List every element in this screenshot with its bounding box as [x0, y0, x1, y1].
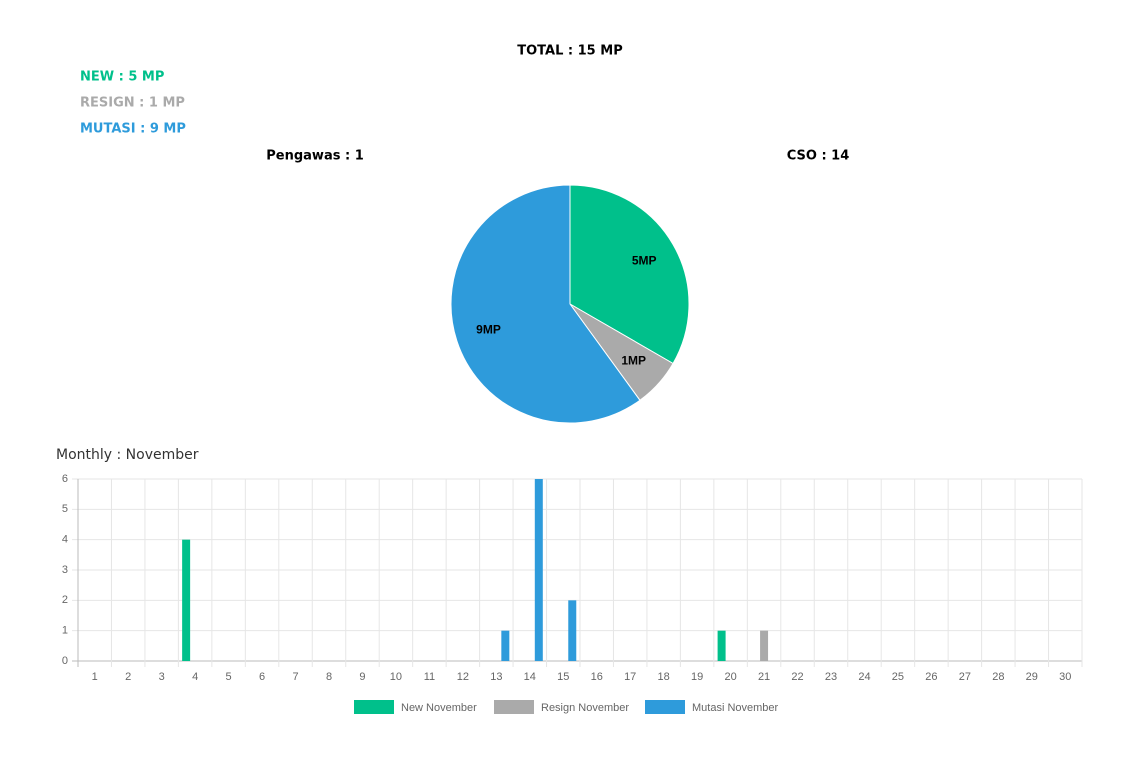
x-tick-label: 1: [92, 671, 98, 683]
x-tick-label: 30: [1059, 671, 1071, 683]
y-tick-label: 1: [62, 625, 68, 637]
x-tick-label: 16: [591, 671, 603, 683]
mutasi-count: MUTASI : 9 MP: [80, 122, 186, 137]
x-tick-label: 22: [791, 671, 803, 683]
bar: [568, 600, 577, 661]
bar: [182, 539, 191, 661]
x-tick-label: 23: [825, 671, 837, 683]
x-tick-label: 20: [724, 671, 736, 683]
x-tick-label: 18: [658, 671, 670, 683]
slice-label: 1MP: [621, 354, 646, 368]
bar-title: Monthly : November: [56, 447, 199, 463]
x-tick-label: 24: [858, 671, 870, 683]
x-tick-label: 26: [925, 671, 937, 683]
bar: [717, 630, 726, 661]
x-tick-label: 17: [624, 671, 636, 683]
slice-label: 9MP: [476, 323, 501, 337]
x-tick-label: 19: [691, 671, 703, 683]
x-tick-label: 6: [259, 671, 265, 683]
legend-label: New November: [401, 702, 477, 714]
x-tick-label: 7: [292, 671, 298, 683]
x-tick-label: 11: [424, 671, 435, 683]
cso: CSO : 14: [787, 149, 850, 164]
pie-slice: [450, 184, 641, 424]
x-tick-label: 21: [758, 671, 770, 683]
x-tick-label: 2: [125, 671, 131, 683]
y-tick-label: 3: [62, 564, 68, 576]
legend-swatch: [494, 700, 534, 714]
legend-label: Resign November: [541, 702, 629, 714]
x-tick-label: 28: [992, 671, 1004, 683]
x-tick-label: 10: [390, 671, 402, 683]
x-tick-label: 12: [457, 671, 469, 683]
pie-slice: [569, 184, 690, 365]
new-count: NEW : 5 MP: [80, 70, 164, 85]
legend-swatch: [645, 700, 685, 714]
y-tick-label: 2: [62, 594, 68, 606]
bar: [534, 479, 543, 661]
slice-label: 5MP: [632, 253, 657, 267]
y-tick-label: 5: [62, 503, 68, 515]
x-tick-label: 4: [192, 671, 198, 683]
legend-label: Mutasi November: [692, 702, 779, 714]
resign-count: RESIGN : 1 MP: [80, 96, 185, 111]
y-tick-label: 6: [62, 473, 68, 485]
x-tick-label: 8: [326, 671, 332, 683]
total: TOTAL : 15 MP: [517, 44, 622, 59]
x-tick-label: 13: [490, 671, 502, 683]
x-tick-label: 15: [557, 671, 569, 683]
pengawas: Pengawas : 1: [266, 149, 364, 164]
x-tick-label: 25: [892, 671, 904, 683]
y-tick-label: 0: [62, 655, 68, 667]
x-tick-label: 5: [226, 671, 232, 683]
legend-swatch: [354, 700, 394, 714]
x-tick-label: 29: [1026, 671, 1038, 683]
bar: [760, 630, 769, 661]
x-tick-label: 3: [159, 671, 165, 683]
x-tick-label: 9: [359, 671, 365, 683]
y-tick-label: 4: [62, 534, 68, 546]
bar: [501, 630, 510, 661]
x-tick-label: 14: [524, 671, 536, 683]
x-tick-label: 27: [959, 671, 971, 683]
